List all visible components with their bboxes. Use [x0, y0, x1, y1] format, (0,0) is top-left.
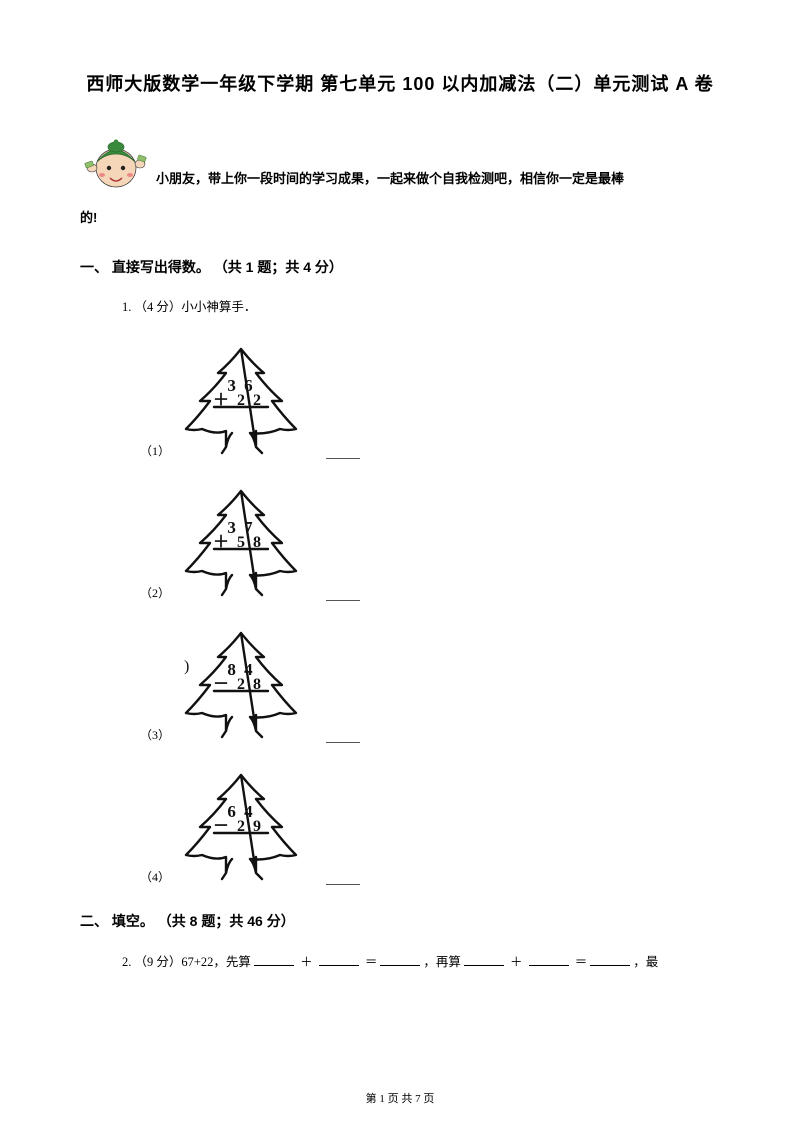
tree-icon: 3 6 ＋ 2 2 [176, 343, 306, 463]
tree-index: （1） [140, 442, 170, 459]
tree-icon: ) 8 4 － 2 8 [176, 627, 306, 747]
section1-heading: 一、 直接写出得数。 （共 1 题；共 4 分） [80, 257, 720, 277]
intro-text-line1: 小朋友，带上你一段时间的学习成果，一起来做个自我检测吧，相信你一定是最棒 [156, 169, 624, 190]
section2-heading: 二、 填空。 （共 8 题；共 46 分） [80, 911, 720, 931]
question-1-text: 1. （4 分）小小神算手． [122, 297, 720, 317]
q2-eq1: ＝ [362, 955, 378, 969]
tree-icon: 3 7 ＋ 5 8 [176, 485, 306, 605]
tree-problem-row: （4） 6 4 － 2 9 [140, 769, 720, 889]
answer-blank[interactable] [326, 884, 360, 885]
page-footer: 第 1 页 共 7 页 [0, 1090, 800, 1106]
question-2-text: 2. （9 分）67+22，先算 ＋ ＝ ，再算 ＋ ＝ ，最 [122, 951, 720, 974]
q2-end: ，最 [633, 955, 658, 969]
q2-eq2: ＝ [572, 955, 588, 969]
q2-plus1: ＋ [297, 955, 316, 969]
fill-blank[interactable] [254, 954, 294, 966]
svg-text:＋ 2 2: ＋ 2 2 [213, 392, 263, 409]
fill-blank[interactable] [529, 954, 569, 966]
page-title: 西师大版数学一年级下学期 第七单元 100 以内加减法（二）单元测试 A 卷 [80, 70, 720, 96]
svg-text:): ) [184, 658, 189, 675]
q2-mid: ，再算 [423, 955, 461, 969]
tree-index: （3） [140, 726, 170, 743]
fill-blank[interactable] [319, 954, 359, 966]
svg-text:－ 2 8: － 2 8 [213, 676, 263, 693]
fill-blank[interactable] [590, 954, 630, 966]
intro-row: 小朋友，带上你一段时间的学习成果，一起来做个自我检测吧，相信你一定是最棒 [80, 124, 720, 196]
tree-problem-row: （1） 3 6 ＋ 2 2 [140, 343, 720, 463]
tree-problem-row: （3） ) 8 4 － 2 8 [140, 627, 720, 747]
tree-icon: 6 4 － 2 9 [176, 769, 306, 889]
tree-index: （4） [140, 868, 170, 885]
q2-prefix: 2. （9 分）67+22，先算 [122, 955, 251, 969]
tree-problems: （1） 3 6 ＋ 2 2 （2） 3 7 ＋ 5 8 （3） ) 8 4 － … [80, 343, 720, 889]
intro-text-line2: 的! [80, 204, 720, 233]
tree-index: （2） [140, 584, 170, 601]
answer-blank[interactable] [326, 600, 360, 601]
answer-blank[interactable] [326, 458, 360, 459]
q2-plus2: ＋ [507, 955, 526, 969]
fill-blank[interactable] [464, 954, 504, 966]
tree-problem-row: （2） 3 7 ＋ 5 8 [140, 485, 720, 605]
fill-blank[interactable] [380, 954, 420, 966]
answer-blank[interactable] [326, 742, 360, 743]
svg-text:－ 2 9: － 2 9 [213, 818, 263, 835]
mascot-icon [80, 124, 152, 196]
svg-text:＋ 5 8: ＋ 5 8 [213, 534, 263, 551]
